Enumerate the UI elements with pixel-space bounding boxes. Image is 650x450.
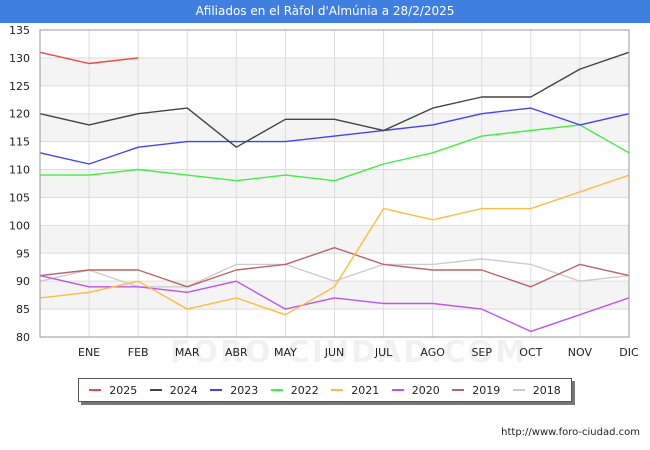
legend-label: 2022 [290,383,319,397]
x-axis-ticks: ENE FEB MAR ABR MAY JUN JUL AGO SEP OCT NOV DIC [78,346,639,359]
series-line-2019 [39,246,630,288]
x-tick-label: MAY [274,346,297,359]
x-tick-label: AGO [420,346,445,359]
legend-item-2022: 2022 [270,383,319,397]
y-tick-label: 125 [9,80,30,93]
legend-swatch [391,389,404,391]
legend-item-2019: 2019 [452,384,500,397]
series-lines [39,51,630,333]
x-tick-label: JUL [374,346,393,359]
legend-swatch [331,389,344,391]
y-tick-label: 95 [16,247,30,260]
chart-legend: 2025 2024 2023 2022 2021 2020 2019 2018 [78,378,572,402]
legend-label: 2018 [532,383,561,397]
x-tick-label: ENE [78,346,100,359]
y-tick-label: 120 [9,108,30,121]
legend-item-2023: 2023 [210,384,258,397]
x-tick-label: NOV [568,346,593,359]
y-axis-ticks: 80 85 90 95 100 105 110 115 120 125 130 135 [9,24,30,344]
x-tick-label: DIC [619,346,639,359]
y-tick-label: 110 [9,164,30,177]
legend-item-2021: 2021 [331,384,379,397]
legend-label: 2020 [411,383,440,397]
legend-swatch [512,389,525,391]
source-credit: http://www.foro-ciudad.com [501,427,640,438]
series-line-2025 [39,51,139,65]
x-tick-label: MAR [175,346,200,359]
legend-item-2025: 2025 [89,384,137,397]
y-tick-label: 100 [9,219,30,232]
legend-item-2024: 2024 [149,383,198,397]
y-tick-label: 85 [16,303,30,316]
watermark: FORO-CIUDAD.COM [170,335,527,370]
y-tick-label: 90 [16,275,30,288]
y-tick-label: 130 [9,52,30,65]
series-line-2022 [40,124,630,182]
chart-title: Afiliados en el Ràfol d'Almúnia a 28/2/2… [0,0,650,23]
legend-label: 2025 [109,383,138,397]
x-tick-label: OCT [519,346,542,359]
series-line-2021 [39,174,630,316]
legend-swatch [210,389,223,391]
x-tick-label: ABR [225,346,248,359]
legend-swatch [149,389,162,391]
legend-swatch [270,389,283,391]
series-line-2020 [39,274,630,333]
series-line-2023 [39,107,630,165]
legend-item-2018: 2018 [512,383,561,397]
series-line-2024 [39,51,630,148]
y-tick-label: 135 [9,24,30,37]
legend-swatch [89,389,102,391]
legend-label: 2019 [472,383,501,397]
x-tick-label: SEP [471,346,492,359]
legend-label: 2021 [351,383,380,397]
x-tick-label: JUN [324,346,345,359]
legend-label: 2024 [169,383,198,397]
y-tick-label: 80 [16,331,30,344]
chart-grid [40,29,630,338]
x-tick-label: FEB [128,346,149,359]
plot-frame [39,29,630,338]
y-tick-label: 105 [9,191,30,204]
legend-swatch [452,389,465,391]
legend-item-2020: 2020 [391,383,440,397]
legend-label: 2023 [230,383,259,397]
y-tick-label: 115 [9,136,30,149]
